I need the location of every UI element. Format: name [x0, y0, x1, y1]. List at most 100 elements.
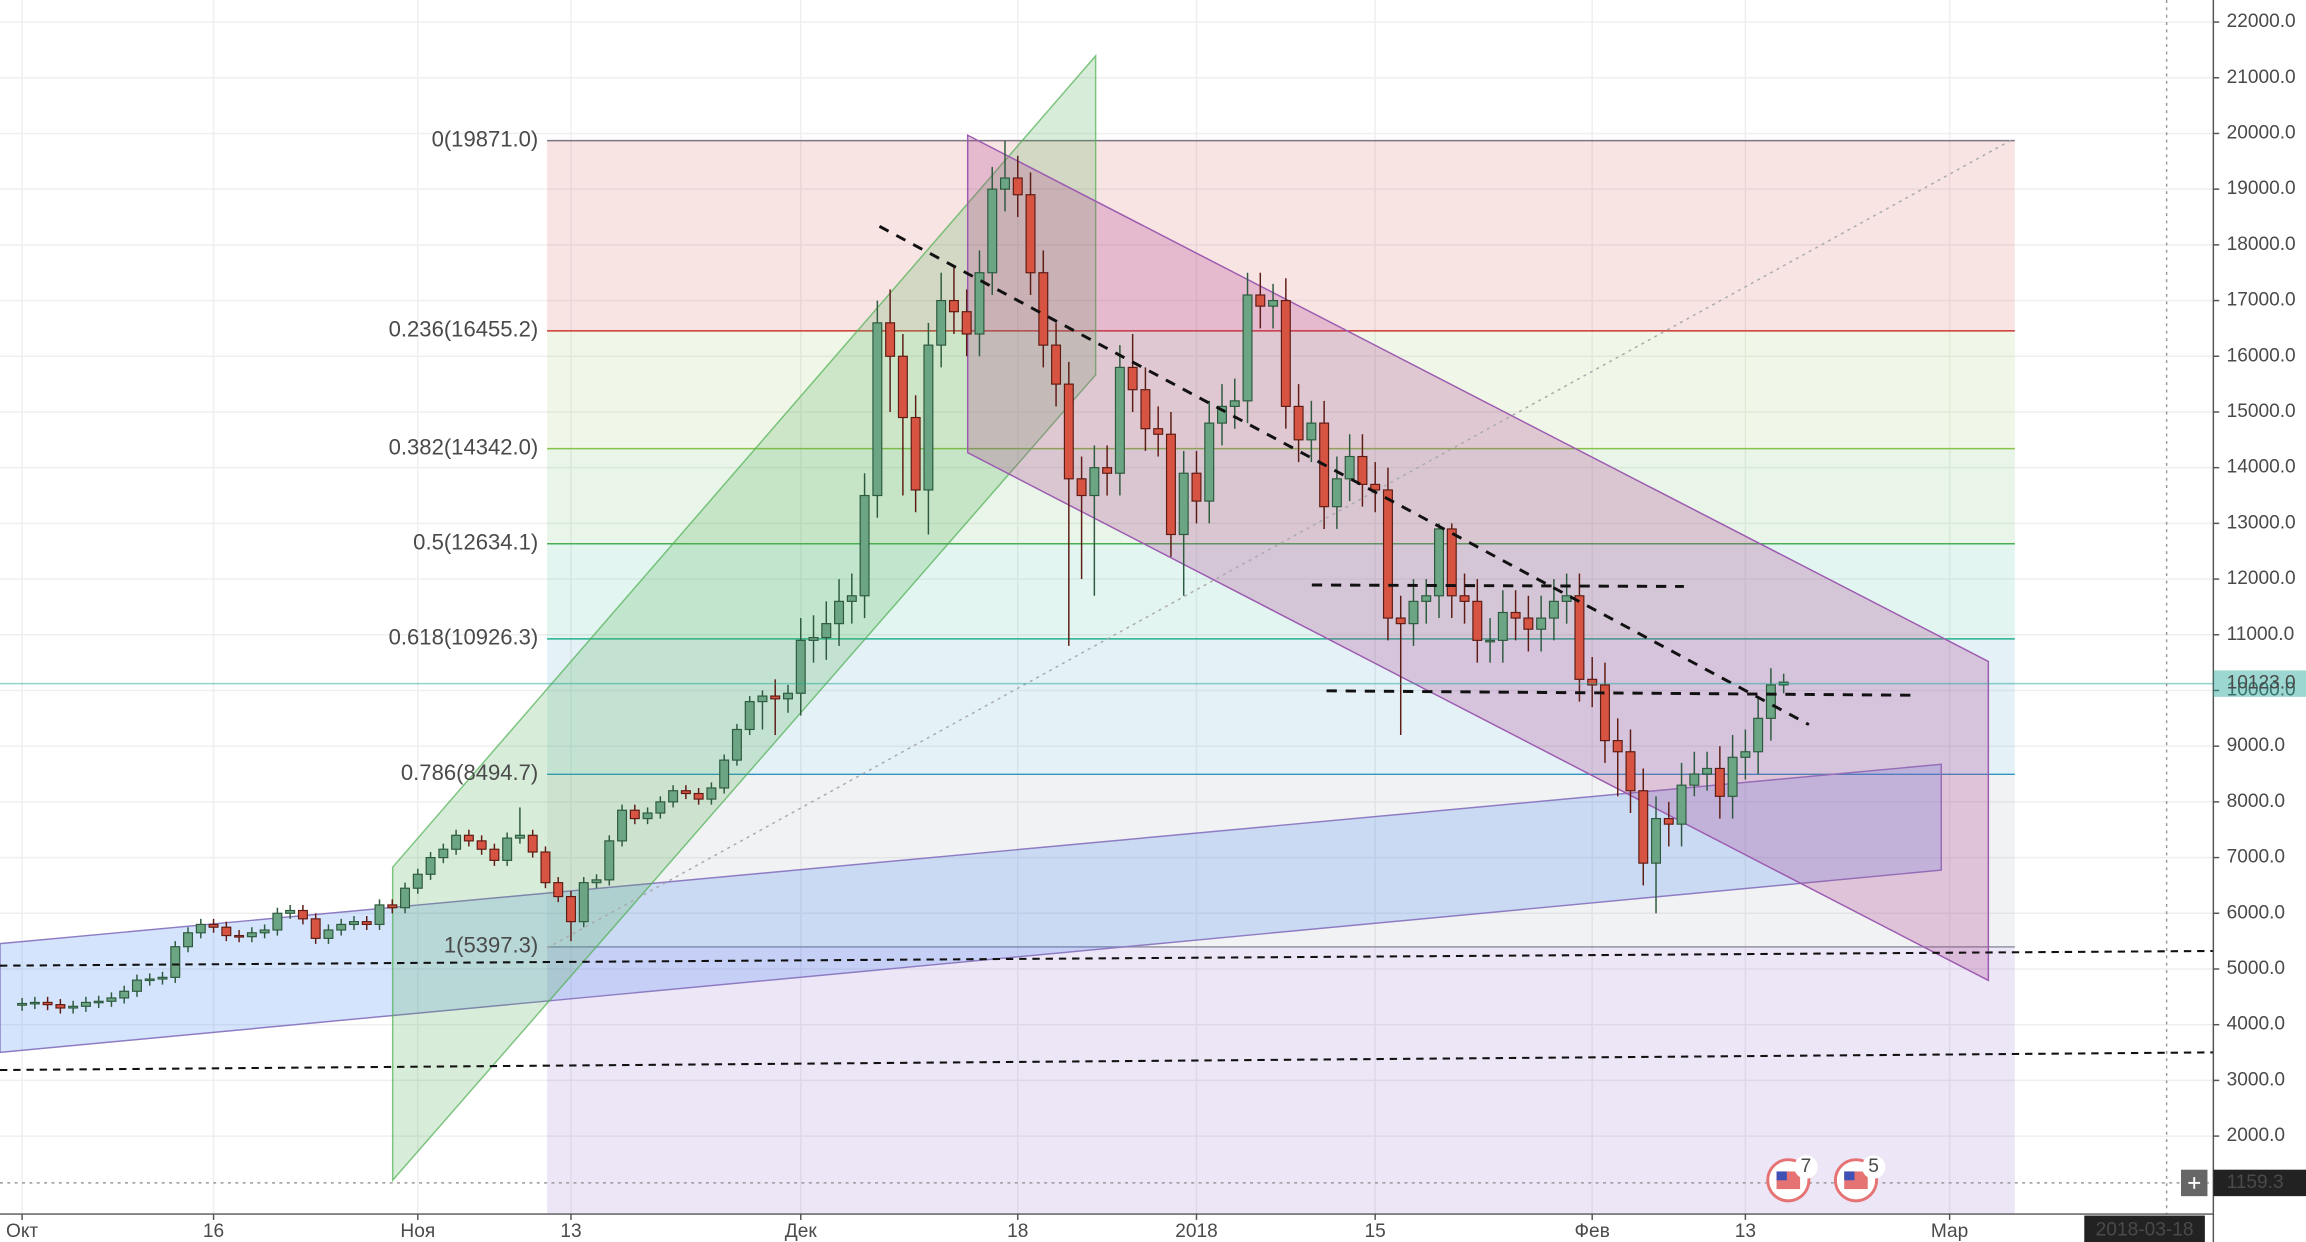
candle-body — [374, 904, 385, 926]
candle-body — [1229, 400, 1240, 407]
fib-label: 0.5(12634.1) — [413, 530, 538, 555]
candle-body — [93, 1000, 104, 1004]
candle-body — [221, 926, 232, 937]
event-count: 5 — [1868, 1156, 1879, 1177]
candle-body — [119, 990, 130, 999]
x-tick-label: Мар — [1931, 1221, 1968, 1242]
candle-body — [936, 299, 947, 346]
candle-body — [604, 840, 615, 881]
candle-body — [578, 882, 589, 923]
candle-body — [17, 1002, 28, 1006]
trend-line — [878, 225, 1810, 726]
candle-body — [1153, 428, 1164, 435]
candle-body — [1051, 344, 1062, 385]
y-tick-label: 12000.0 — [2227, 568, 2296, 589]
candle-body — [885, 322, 896, 357]
fib-zone — [547, 543, 2015, 639]
candle-body — [731, 728, 742, 761]
y-tick-label: 4000.0 — [2227, 1014, 2285, 1035]
flag-canton — [1844, 1171, 1855, 1181]
x-tick-label: Ноя — [400, 1221, 435, 1242]
candle-body — [1217, 405, 1228, 424]
candle-body — [706, 787, 717, 800]
candle-body — [642, 812, 653, 820]
candle-body — [272, 912, 283, 931]
candle-body — [1561, 595, 1572, 602]
price-axis — [2213, 0, 2306, 1242]
candle-body — [297, 909, 308, 920]
candle-body — [1140, 389, 1151, 430]
event-marker[interactable]: 7 — [1766, 1155, 1818, 1203]
x-tick-label: 18 — [1007, 1221, 1028, 1242]
support-line — [0, 949, 2214, 967]
candle-body — [144, 978, 155, 982]
last-price-label: 10123.0 — [2227, 673, 2296, 694]
candle-body — [629, 809, 640, 820]
crosshair-price-box — [2213, 1169, 2306, 1197]
candle-body — [1485, 639, 1496, 643]
candle-body — [1548, 600, 1559, 619]
candle-body — [1446, 528, 1457, 597]
time-axis — [0, 1214, 2306, 1242]
event-marker[interactable]: 5 — [1833, 1155, 1886, 1203]
candle-body — [1293, 405, 1304, 441]
x-tick-label: 13 — [1735, 1221, 1756, 1242]
candle-body — [1727, 756, 1738, 797]
candle-body — [310, 918, 321, 939]
candle-body — [1191, 472, 1202, 502]
fib-zone — [547, 448, 2015, 544]
last-price-box — [2213, 670, 2306, 697]
candle-body — [859, 494, 870, 597]
candle-body — [821, 623, 832, 639]
candle-body — [246, 932, 257, 938]
x-tick-label: Окт — [6, 1221, 38, 1242]
candle-body — [961, 311, 972, 335]
y-tick-label: 17000.0 — [2227, 290, 2296, 311]
candle-body — [910, 416, 921, 491]
candle-body — [170, 946, 181, 978]
candle-body — [1255, 294, 1266, 307]
y-tick-label: 6000.0 — [2227, 902, 2285, 923]
fib-retracement — [547, 139, 2015, 1215]
candle-body — [1702, 767, 1713, 775]
candle-body — [668, 790, 679, 803]
y-tick-label: 21000.0 — [2227, 67, 2296, 88]
candle-body — [1740, 751, 1751, 758]
candle-body — [1676, 784, 1687, 825]
candle-body — [1382, 489, 1393, 619]
crosshair-price-label: 1159.3 — [2227, 1172, 2284, 1193]
level-line — [1326, 689, 1912, 697]
candle-body — [1025, 194, 1036, 274]
candle-body — [1587, 678, 1598, 686]
candle-body — [80, 1001, 91, 1007]
candle-body — [1242, 294, 1253, 402]
candle-body — [1408, 600, 1419, 625]
event-count: 7 — [1801, 1156, 1812, 1177]
y-tick-label: 7000.0 — [2227, 847, 2285, 868]
candle-body — [923, 344, 934, 491]
candle-body — [757, 695, 768, 703]
candle-body — [451, 834, 462, 850]
add-button[interactable] — [2180, 1169, 2208, 1197]
y-tick-label: 8000.0 — [2227, 791, 2285, 812]
grid — [0, 0, 2214, 1215]
candle-body — [336, 923, 347, 931]
candle-body — [412, 873, 423, 889]
candle-body — [565, 895, 576, 923]
fib-label: 0(19871.0) — [432, 126, 539, 151]
candle-body — [323, 929, 334, 939]
y-tick-label: 3000.0 — [2227, 1069, 2285, 1090]
candle-body — [1344, 455, 1355, 480]
y-tick-label: 15000.0 — [2227, 401, 2296, 422]
support-line — [0, 1051, 2214, 1072]
y-tick-label: 19000.0 — [2227, 178, 2296, 199]
candle-body — [999, 177, 1010, 190]
y-tick-label: 13000.0 — [2227, 512, 2296, 533]
candle-body — [1178, 472, 1189, 536]
y-tick-label: 18000.0 — [2227, 234, 2296, 255]
candle-body — [553, 882, 564, 898]
y-tick-label: 22000.0 — [2227, 11, 2296, 32]
level-line — [1311, 583, 1684, 588]
candle-body — [795, 639, 806, 694]
candle-body — [1038, 272, 1049, 346]
